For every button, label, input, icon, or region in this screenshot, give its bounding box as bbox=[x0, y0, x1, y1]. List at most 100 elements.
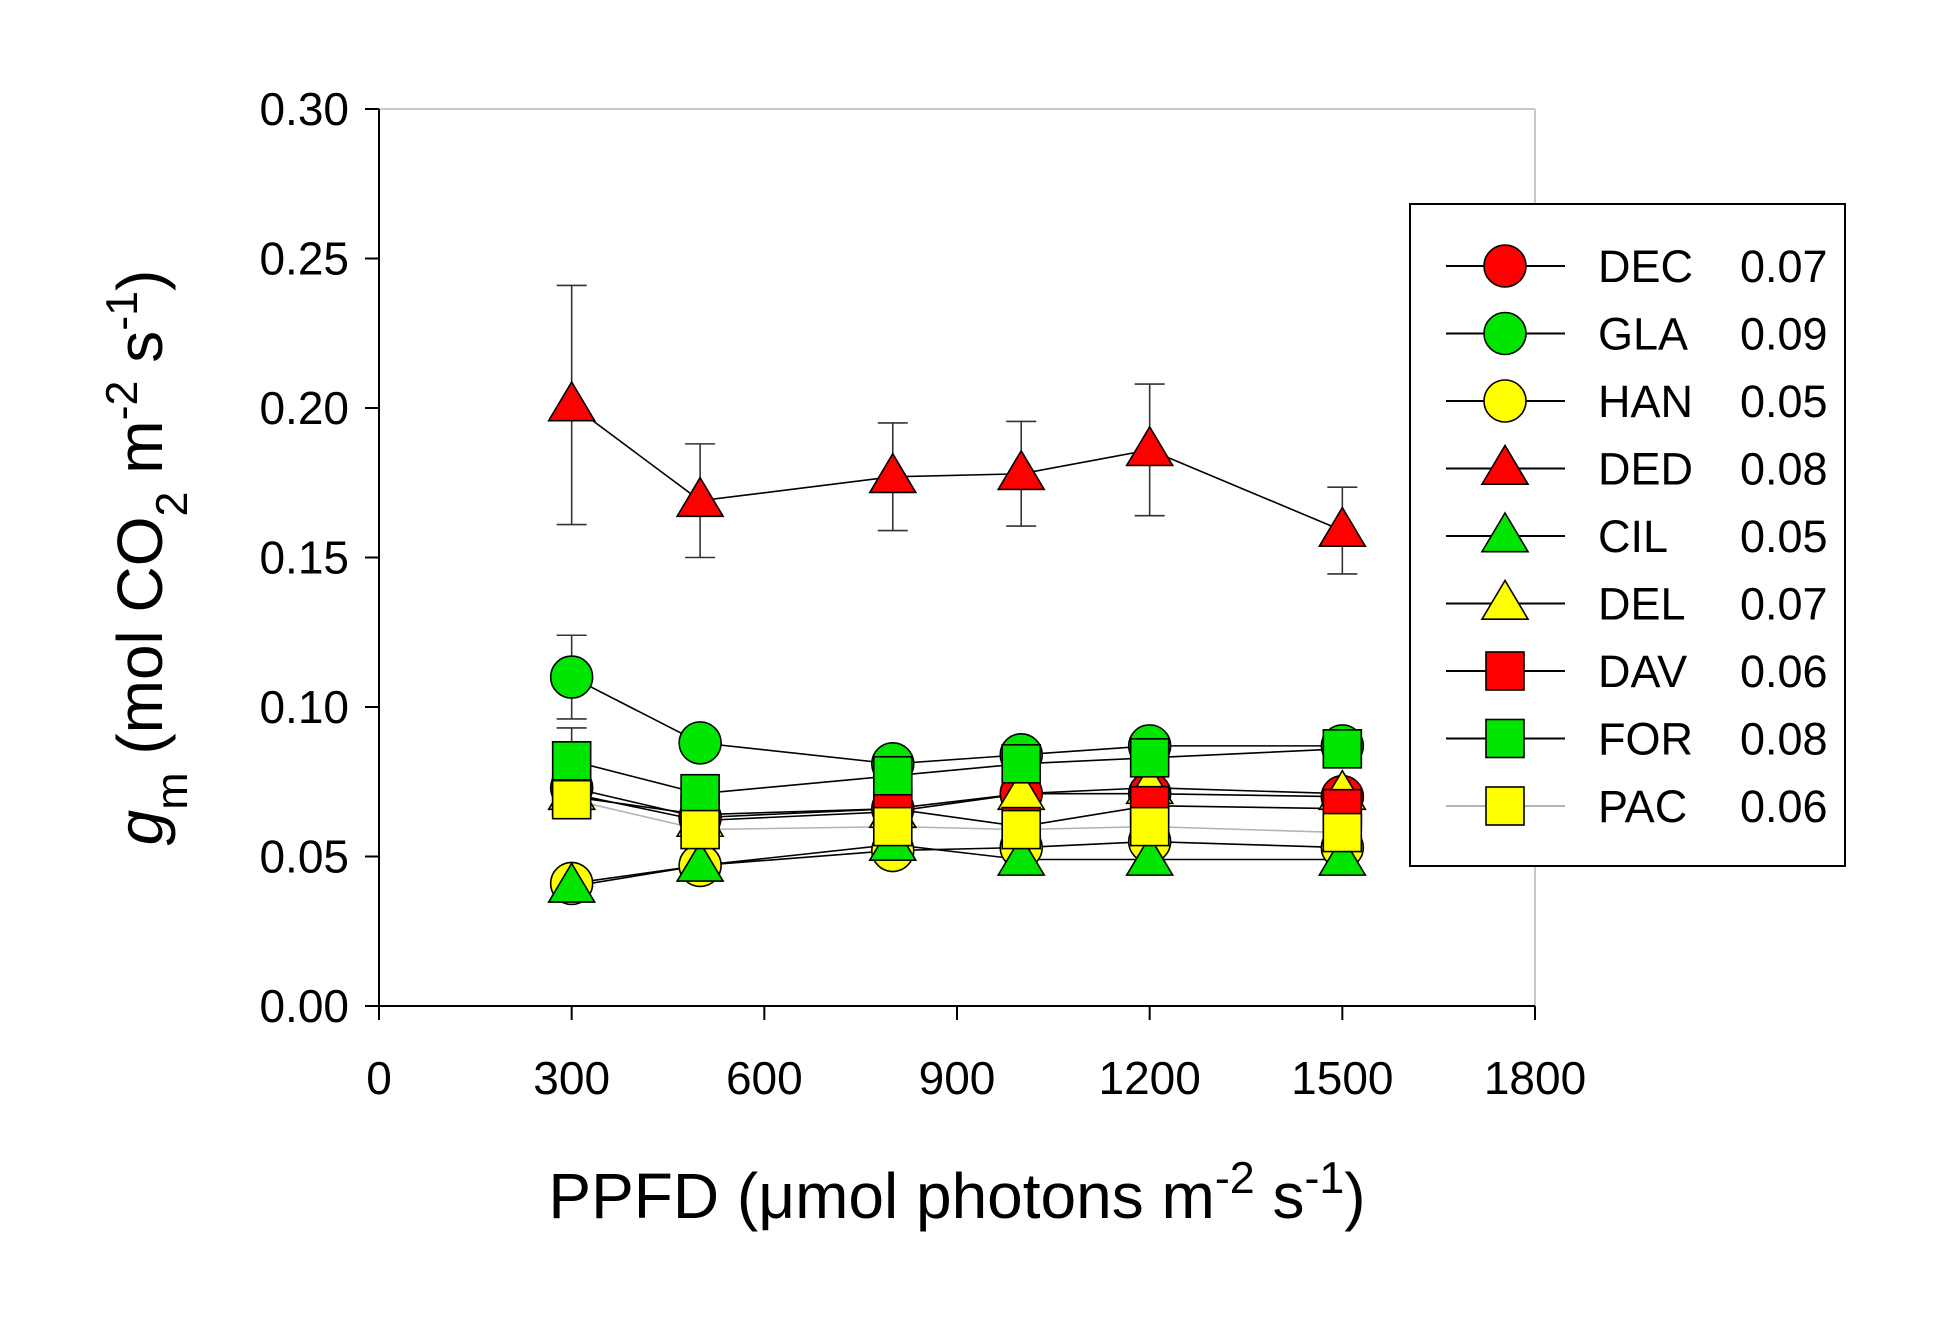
legend-series-name: FOR bbox=[1598, 714, 1693, 765]
data-point-DED-300 bbox=[547, 380, 597, 422]
legend-series-value: 0.05 bbox=[1740, 376, 1828, 427]
data-point-GLA-300 bbox=[549, 655, 594, 699]
data-point-DED-500 bbox=[675, 476, 725, 518]
y-tick-label: 0.00 bbox=[259, 980, 349, 1032]
axis-label-part: -2 bbox=[97, 381, 147, 421]
legend-series-name: GLA bbox=[1598, 309, 1688, 360]
legend-series-value: 0.08 bbox=[1740, 444, 1828, 495]
data-point-FOR-300 bbox=[551, 741, 592, 781]
series-line-DAV bbox=[571, 795, 1343, 828]
data-point-PAC-1200 bbox=[1129, 806, 1170, 847]
series-line-DED bbox=[571, 404, 1343, 532]
data-point-PAC-300 bbox=[551, 779, 592, 820]
x-tick-label: 900 bbox=[919, 1052, 996, 1104]
axis-label-part: (mol CO bbox=[104, 516, 176, 772]
data-point-PAC-1000 bbox=[1001, 809, 1042, 850]
legend-series-name: HAN bbox=[1598, 376, 1693, 427]
x-tick-label: 0 bbox=[366, 1052, 392, 1104]
y-tick-label: 0.05 bbox=[259, 831, 349, 883]
data-point-DED-800 bbox=[868, 452, 918, 494]
legend-marker bbox=[1483, 244, 1527, 288]
y-tick-label: 0.25 bbox=[259, 233, 349, 285]
legend-series-name: DEC bbox=[1598, 241, 1693, 292]
legend-entry-PAC: PAC 0.06 bbox=[1446, 781, 1828, 832]
axis-label-part: 2 bbox=[147, 492, 197, 517]
y-tick-label: 0.20 bbox=[259, 382, 349, 434]
legend-marker bbox=[1483, 311, 1527, 356]
y-tick-label: 0.10 bbox=[259, 681, 349, 733]
legend-marker bbox=[1485, 718, 1525, 759]
series-line-PAC bbox=[571, 798, 1343, 834]
data-point-DED-1500 bbox=[1317, 506, 1367, 548]
data-point-FOR-1200 bbox=[1129, 738, 1170, 778]
x-tick-label: 1500 bbox=[1291, 1052, 1393, 1104]
legend-entry-CIL: CIL 0.05 bbox=[1446, 511, 1828, 562]
legend-series-name: DEL bbox=[1598, 579, 1686, 630]
x-tick-label: 1200 bbox=[1098, 1052, 1200, 1104]
x-tick-label: 1800 bbox=[1484, 1052, 1586, 1104]
axis-label-part: s bbox=[104, 331, 176, 381]
legend-marker bbox=[1485, 651, 1525, 691]
data-point-PAC-500 bbox=[680, 809, 720, 850]
legend-marker bbox=[1480, 578, 1530, 620]
series-line-FOR bbox=[571, 748, 1343, 795]
axis-label-part: -1 bbox=[1304, 1153, 1344, 1203]
legend-entry-DED: DED 0.08 bbox=[1446, 444, 1828, 495]
legend-entry-FOR: FOR 0.08 bbox=[1446, 714, 1828, 765]
legend-series-name: DAV bbox=[1598, 646, 1687, 697]
legend-series-value: 0.06 bbox=[1740, 781, 1828, 832]
legend-series-value: 0.07 bbox=[1740, 241, 1828, 292]
data-point-CIL-1200 bbox=[1125, 834, 1175, 876]
data-point-CIL-1000 bbox=[996, 834, 1046, 876]
legend: DEC 0.07 GLA 0.09 HAN 0.05 DED 0.08 CIL 0.05 DEL 0.… bbox=[1409, 203, 1846, 867]
axes: 0.00 0.05 0.10 0.15 0.20 0.25 0.30 0 300 600 900 12… bbox=[97, 83, 1586, 1232]
legend-series-value: 0.09 bbox=[1740, 309, 1828, 360]
data-markers bbox=[547, 380, 1367, 906]
data-point-FOR-800 bbox=[872, 755, 913, 796]
axis-label-part: m bbox=[104, 420, 176, 491]
data-point-CIL-300 bbox=[547, 861, 597, 903]
data-point-CIL-500 bbox=[675, 840, 725, 882]
legend-marker bbox=[1480, 443, 1530, 485]
legend-series-value: 0.06 bbox=[1740, 646, 1828, 697]
series-line-GLA bbox=[571, 676, 1343, 765]
legend-series-value: 0.07 bbox=[1740, 579, 1828, 630]
legend-entry-GLA: GLA 0.09 bbox=[1446, 309, 1828, 360]
legend-entry-DAV: DAV 0.06 bbox=[1446, 646, 1828, 697]
series-line-DEC bbox=[571, 786, 1343, 819]
data-point-FOR-1000 bbox=[1001, 744, 1042, 784]
axis-label-part: PPFD (μmol photons m bbox=[548, 1160, 1214, 1232]
legend-series-value: 0.05 bbox=[1740, 511, 1828, 562]
legend-entry-HAN: HAN 0.05 bbox=[1446, 376, 1828, 427]
legend-series-value: 0.08 bbox=[1740, 714, 1828, 765]
data-point-PAC-800 bbox=[872, 806, 913, 847]
axis-label-part: s bbox=[1255, 1160, 1305, 1232]
data-point-PAC-1500 bbox=[1322, 812, 1363, 853]
x-tick-label: 600 bbox=[726, 1052, 803, 1104]
axis-label-part: -1 bbox=[97, 291, 147, 331]
axis-label-part: g bbox=[104, 809, 176, 845]
legend-entry-DEL: DEL 0.07 bbox=[1446, 579, 1828, 630]
legend-entry-DEC: DEC 0.07 bbox=[1446, 241, 1828, 292]
x-tick-label: 300 bbox=[533, 1052, 610, 1104]
y-tick-label: 0.15 bbox=[259, 532, 349, 584]
legend-series-name: DED bbox=[1598, 444, 1693, 495]
axis-label-part: ) bbox=[1344, 1160, 1365, 1232]
data-point-GLA-500 bbox=[678, 721, 722, 765]
legend-series-name: CIL bbox=[1598, 511, 1668, 562]
error-bars bbox=[556, 284, 1358, 807]
legend-marker bbox=[1483, 379, 1527, 423]
legend-marker bbox=[1480, 511, 1530, 553]
data-point-FOR-500 bbox=[680, 773, 720, 814]
x-axis-label: PPFD (μmol photons m-2 s-1) bbox=[548, 1153, 1365, 1232]
legend-series-name: PAC bbox=[1598, 781, 1687, 832]
data-point-FOR-1500 bbox=[1322, 729, 1363, 769]
axis-label-part: -2 bbox=[1215, 1153, 1255, 1203]
data-point-CIL-1500 bbox=[1317, 834, 1367, 876]
y-axis-label: gm (mol CO2 m-2 s-1) bbox=[97, 270, 197, 846]
axis-label-part: m bbox=[147, 772, 197, 809]
axis-label-part: ) bbox=[104, 270, 176, 291]
y-tick-label: 0.30 bbox=[259, 83, 349, 135]
legend-marker bbox=[1485, 786, 1525, 826]
